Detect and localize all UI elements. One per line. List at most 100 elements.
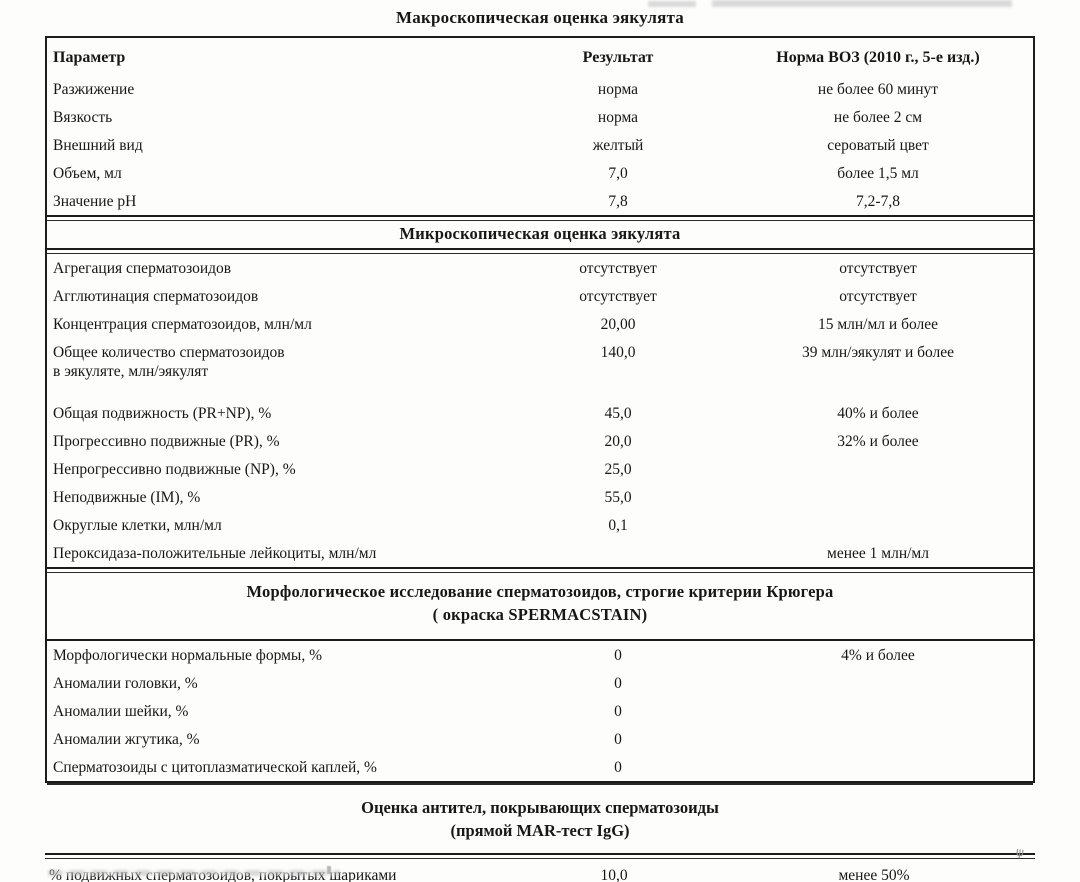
parameter-cell: Агрегация сперматозоидов <box>53 259 232 277</box>
result-cell: 0 <box>614 674 622 692</box>
parameter-cell: Морфологически нормальные формы, % <box>53 646 323 664</box>
table-row: Морфологически нормальные формы, % 0 4% … <box>47 641 1033 669</box>
section-divider <box>47 248 1033 254</box>
column-header-result: Результат <box>582 49 654 66</box>
parameter-cell: Общее количество сперматозоидов в эякуля… <box>53 343 493 381</box>
norm-cell: более 1,5 мл <box>837 164 919 182</box>
section-title-morphology: Морфологическое исследование сперматозои… <box>47 573 1033 639</box>
parameter-line1: Общее количество сперматозоидов <box>53 343 285 361</box>
parameter-line2: в эякуляте, млн/эякулят <box>53 362 209 380</box>
norm-cell: не более 2 см <box>833 108 923 126</box>
parameter-cell: Вязкость <box>53 108 113 126</box>
scan-smudge-artifact <box>648 1 696 7</box>
norm-cell: отсутствует <box>839 259 917 277</box>
norm-cell: 39 млн/эякулят и более <box>801 343 955 361</box>
section-divider <box>47 215 1033 221</box>
result-cell: желтый <box>592 136 644 154</box>
result-cell: 55,0 <box>604 488 632 506</box>
result-cell: 7,8 <box>608 192 628 210</box>
morphology-title-line1: Морфологическое исследование сперматозои… <box>246 582 834 601</box>
table-row: Вязкость норма не более 2 см <box>47 103 1033 131</box>
table-row: Непрогрессивно подвижные (NP), % 25,0 <box>47 455 1033 483</box>
scan-smudge-artifact <box>712 0 1012 7</box>
parameter-cell: Концентрация сперматозоидов, млн/мл <box>53 315 312 333</box>
result-cell: 0 <box>614 646 622 664</box>
section-divider <box>47 567 1033 573</box>
result-cell: 7,0 <box>608 164 628 182</box>
table-row: Общее количество сперматозоидов в эякуля… <box>47 338 1033 385</box>
table-row: Внешний вид желтый сероватый цвет <box>47 131 1033 159</box>
column-header-parameter: Параметр <box>53 49 126 66</box>
table-row: Объем, мл 7,0 более 1,5 мл <box>47 159 1033 187</box>
result-cell: 140,0 <box>600 343 636 361</box>
result-cell: отсутствует <box>579 259 657 277</box>
table-row: Пероксидаза-положительные лейкоциты, млн… <box>47 539 1033 567</box>
norm-cell: 7,2-7,8 <box>856 192 900 210</box>
table-row: Аномалии жгутика, % 0 <box>47 725 1033 753</box>
table-row: Значение pH 7,8 7,2-7,8 <box>47 187 1033 215</box>
norm-cell: менее 50% <box>838 867 910 882</box>
result-cell: 0 <box>614 730 622 748</box>
result-cell: 10,0 <box>600 867 628 882</box>
parameter-cell: Значение pH <box>53 192 137 210</box>
result-cell: отсутствует <box>579 287 657 305</box>
column-header-norm: Норма ВОЗ (2010 г., 5-е изд.) <box>776 49 980 66</box>
norm-cell: сероватый цвет <box>827 136 929 154</box>
parameter-cell: Аномалии головки, % <box>53 674 198 692</box>
parameter-cell: Прогрессивно подвижные (PR), % <box>53 432 280 450</box>
table-row: Сперматозоиды с цитоплазматической капле… <box>47 753 1033 781</box>
table-row: Концентрация сперматозоидов, млн/мл 20,0… <box>47 310 1033 338</box>
section-divider <box>47 639 1033 641</box>
results-table: Параметр Результат Норма ВОЗ (2010 г., 5… <box>45 36 1035 783</box>
morphology-title-line2: ( окраска SPERMACSTAIN) <box>432 605 648 624</box>
table-row: Прогрессивно подвижные (PR), % 20,0 32% … <box>47 427 1033 455</box>
norm-cell: 32% и более <box>837 432 919 450</box>
parameter-cell: Пероксидаза-положительные лейкоциты, млн… <box>53 544 377 562</box>
parameter-cell: Неподвижные (IM), % <box>53 488 201 506</box>
norm-cell: не более 60 минут <box>817 80 939 98</box>
document-body: Макроскопическая оценка эякулята Парамет… <box>45 5 1035 882</box>
table-row: Общая подвижность (PR+NP), % 45,0 40% и … <box>47 399 1033 427</box>
table-row: Аномалии шейки, % 0 <box>47 697 1033 725</box>
norm-cell: 15 млн/мл и более <box>817 315 939 333</box>
parameter-cell: Разжижение <box>53 80 135 98</box>
table-row: Аномалии головки, % 0 <box>47 669 1033 697</box>
table-row: Агрегация сперматозоидов отсутствует отс… <box>47 254 1033 282</box>
table-header-row: Параметр Результат Норма ВОЗ (2010 г., 5… <box>47 38 1033 75</box>
norm-cell: 40% и более <box>837 404 919 422</box>
parameter-cell: Аномалии жгутика, % <box>53 730 200 748</box>
parameter-cell: Аномалии шейки, % <box>53 702 189 720</box>
section-title-mar-test: Оценка антител, покрывающих сперматозоид… <box>45 796 1035 842</box>
parameter-cell: Внешний вид <box>53 136 143 154</box>
faint-scan-dot-artifact <box>327 866 331 874</box>
norm-cell: 4% и более <box>841 646 915 664</box>
result-cell: норма <box>597 80 639 98</box>
table-row: Неподвижные (IM), % 55,0 <box>47 483 1033 511</box>
parameter-cell: Непрогрессивно подвижные (NP), % <box>53 460 296 478</box>
parameter-cell: Округлые клетки, млн/мл <box>53 516 222 534</box>
parameter-cell: Агглютинация сперматозоидов <box>53 287 259 305</box>
mar-title-line2: (прямой MAR-тест IgG) <box>450 821 630 840</box>
table-row: Разжижение норма не более 60 минут <box>47 75 1033 103</box>
norm-cell: отсутствует <box>839 287 917 305</box>
parameter-cell: Объем, мл <box>53 164 122 182</box>
section-divider <box>45 853 1035 859</box>
result-cell: 0 <box>614 702 622 720</box>
result-cell: 45,0 <box>604 404 632 422</box>
result-cell: 20,0 <box>604 432 632 450</box>
result-cell: 0,1 <box>608 516 628 534</box>
faint-scan-text-artifact <box>48 870 340 876</box>
result-cell: 25,0 <box>604 460 632 478</box>
mar-title-line1: Оценка антител, покрывающих сперматозоид… <box>361 798 719 817</box>
norm-cell: менее 1 млн/мл <box>827 544 929 562</box>
parameter-cell: Сперматозоиды с цитоплазматической капле… <box>53 758 377 776</box>
result-cell: 20,00 <box>600 315 636 333</box>
table-row: Округлые клетки, млн/мл 0,1 <box>47 511 1033 539</box>
result-cell: норма <box>597 108 639 126</box>
table-row: Агглютинация сперматозоидов отсутствует … <box>47 282 1033 310</box>
section-title-macroscopic: Макроскопическая оценка эякулята <box>396 8 684 27</box>
section-title-microscopic: Микроскопическая оценка эякулята <box>399 224 681 243</box>
result-cell: 0 <box>614 758 622 776</box>
parameter-cell: Общая подвижность (PR+NP), % <box>53 404 272 422</box>
